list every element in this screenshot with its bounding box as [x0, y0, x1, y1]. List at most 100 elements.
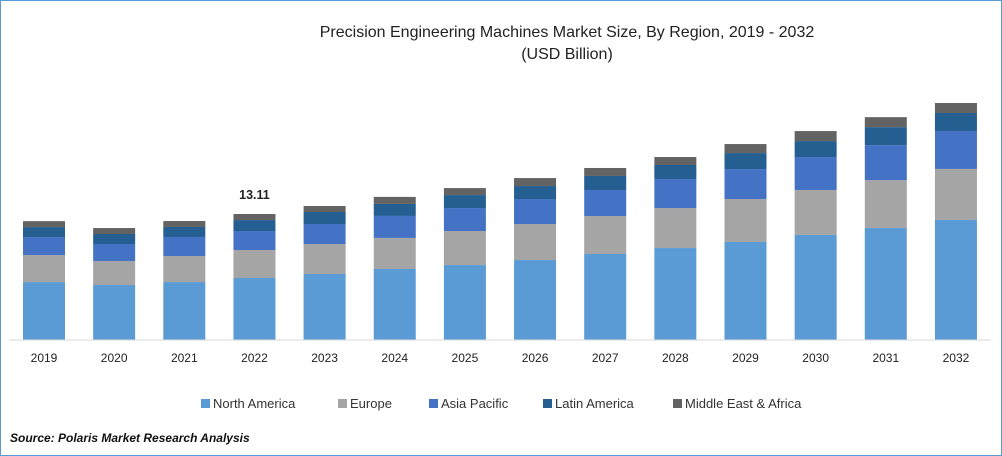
bar-segment-north-america-2026 — [514, 260, 557, 340]
bar-segment-europe-2020 — [93, 261, 136, 286]
bar-segment-north-america-2030 — [794, 234, 837, 340]
x-tick-label-2029: 2029 — [732, 351, 759, 365]
bar-segment-middle-east-africa-2028 — [654, 157, 697, 166]
bar-segment-latin-america-2020 — [93, 234, 136, 244]
legend-swatch-middle-east-africa — [673, 399, 682, 408]
bar-segment-latin-america-2032 — [934, 113, 977, 131]
bar-segment-north-america-2020 — [93, 285, 136, 340]
bar-segment-north-america-2021 — [163, 282, 206, 340]
bar-segment-middle-east-africa-2025 — [443, 188, 486, 196]
bar-segment-latin-america-2024 — [373, 203, 416, 216]
bar-segment-asia-pacific-2030 — [794, 157, 837, 190]
bar-segment-europe-2032 — [934, 168, 977, 220]
bar-segment-latin-america-2031 — [864, 127, 907, 146]
bar-segment-latin-america-2022 — [233, 220, 276, 232]
bar-segment-asia-pacific-2032 — [934, 130, 977, 169]
bar-segment-latin-america-2021 — [163, 226, 206, 237]
bar-segment-middle-east-africa-2027 — [584, 167, 627, 176]
x-tick-label-2023: 2023 — [311, 351, 338, 365]
bar-segment-latin-america-2025 — [443, 195, 486, 209]
legend-label-middle-east-africa: Middle East & Africa — [685, 396, 802, 411]
bar-segment-latin-america-2026 — [514, 186, 557, 200]
bar-segment-europe-2019 — [23, 255, 65, 283]
chart-title: Precision Engineering Machines Market Si… — [320, 24, 815, 41]
bar-segment-middle-east-africa-2019 — [23, 221, 65, 228]
legend-swatch-europe — [338, 399, 347, 408]
x-tick-label-2027: 2027 — [592, 351, 619, 365]
legend-label-north-america: North America — [213, 396, 296, 411]
bar-segment-latin-america-2029 — [724, 153, 767, 170]
x-tick-label-2026: 2026 — [522, 351, 549, 365]
x-tick-label-2020: 2020 — [101, 351, 128, 365]
bar-segment-europe-2027 — [584, 216, 627, 254]
data-label-2022: 13.11 — [239, 188, 270, 202]
bar-segment-asia-pacific-2019 — [23, 237, 65, 256]
x-tick-label-2019: 2019 — [31, 351, 58, 365]
bar-segment-europe-2026 — [514, 224, 557, 261]
bar-segment-europe-2023 — [303, 243, 346, 274]
bar-segment-asia-pacific-2023 — [303, 224, 346, 244]
bar-segment-north-america-2027 — [584, 253, 627, 340]
bar-segment-asia-pacific-2025 — [443, 208, 486, 232]
bar-segment-middle-east-africa-2024 — [373, 196, 416, 204]
legend-swatch-latin-america — [543, 399, 552, 408]
bar-segment-asia-pacific-2020 — [93, 243, 136, 262]
legend-label-asia-pacific: Asia Pacific — [441, 396, 509, 411]
source-note: Source: Polaris Market Research Analysis — [10, 431, 250, 445]
bar-segment-north-america-2025 — [443, 265, 486, 340]
bar-segment-middle-east-africa-2030 — [794, 131, 837, 142]
x-tick-label-2032: 2032 — [943, 351, 970, 365]
legend-swatch-north-america — [201, 399, 210, 408]
bar-segment-north-america-2029 — [724, 241, 767, 340]
chart-subtitle: (USD Billion) — [521, 46, 613, 63]
x-tick-label-2024: 2024 — [381, 351, 408, 365]
bar-segment-north-america-2019 — [23, 282, 65, 340]
bar-segment-asia-pacific-2031 — [864, 145, 907, 181]
x-tick-label-2028: 2028 — [662, 351, 689, 365]
bar-segment-asia-pacific-2028 — [654, 179, 697, 209]
x-tick-label-2030: 2030 — [802, 351, 829, 365]
bar-segment-europe-2025 — [443, 231, 486, 266]
bar-segment-middle-east-africa-2021 — [163, 221, 206, 227]
bar-segment-europe-2028 — [654, 208, 697, 249]
bar-segment-latin-america-2019 — [23, 227, 65, 238]
x-tick-label-2022: 2022 — [241, 351, 268, 365]
bar-segment-latin-america-2028 — [654, 165, 697, 180]
bar-segment-middle-east-africa-2020 — [93, 228, 136, 235]
bar-segment-europe-2022 — [233, 250, 276, 279]
bar-segment-asia-pacific-2027 — [584, 189, 627, 217]
bars-group — [23, 103, 977, 340]
bar-segment-latin-america-2023 — [303, 211, 346, 225]
legend-label-latin-america: Latin America — [555, 396, 635, 411]
bar-segment-north-america-2024 — [373, 268, 416, 340]
bar-segment-middle-east-africa-2026 — [514, 178, 557, 187]
bar-segment-europe-2031 — [864, 180, 907, 229]
bar-segment-north-america-2032 — [934, 219, 977, 340]
bar-segment-asia-pacific-2022 — [233, 231, 276, 251]
bar-segment-north-america-2031 — [864, 228, 907, 340]
bar-segment-middle-east-africa-2029 — [724, 144, 767, 154]
x-tick-label-2025: 2025 — [452, 351, 479, 365]
bar-segment-latin-america-2030 — [794, 141, 837, 158]
bar-segment-asia-pacific-2026 — [514, 199, 557, 225]
legend-label-europe: Europe — [350, 396, 392, 411]
bar-segment-latin-america-2027 — [584, 175, 627, 190]
bar-segment-europe-2021 — [163, 256, 206, 283]
x-tick-label-2031: 2031 — [872, 351, 899, 365]
bar-segment-asia-pacific-2029 — [724, 169, 767, 200]
bar-segment-north-america-2023 — [303, 273, 346, 340]
bar-segment-asia-pacific-2021 — [163, 236, 206, 257]
bar-segment-north-america-2022 — [233, 278, 276, 340]
bar-segment-middle-east-africa-2022 — [233, 214, 276, 221]
bar-segment-europe-2030 — [794, 189, 837, 235]
bar-segment-europe-2029 — [724, 199, 767, 242]
legend-swatch-asia-pacific — [429, 399, 438, 408]
bar-segment-north-america-2028 — [654, 248, 697, 340]
bar-segment-middle-east-africa-2031 — [864, 117, 907, 128]
x-tick-labels: 2019 2020 2021 2022 2023 2024 2025 2026 2027 2028… — [31, 351, 970, 365]
bar-segment-middle-east-africa-2032 — [934, 103, 977, 114]
legend: North America Europe Asia Pacific Latin Ame… — [201, 396, 802, 411]
bar-segment-europe-2024 — [373, 237, 416, 269]
